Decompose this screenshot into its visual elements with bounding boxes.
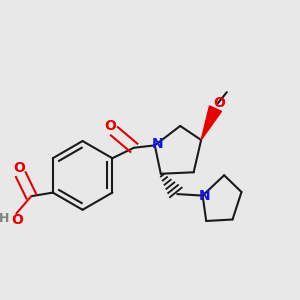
Text: O: O [213, 96, 225, 110]
Text: O: O [105, 119, 116, 133]
Text: N: N [199, 189, 211, 202]
Polygon shape [201, 106, 221, 140]
Text: O: O [14, 161, 25, 175]
Text: N: N [152, 137, 163, 151]
Text: O: O [11, 213, 23, 227]
Text: H: H [0, 212, 10, 224]
